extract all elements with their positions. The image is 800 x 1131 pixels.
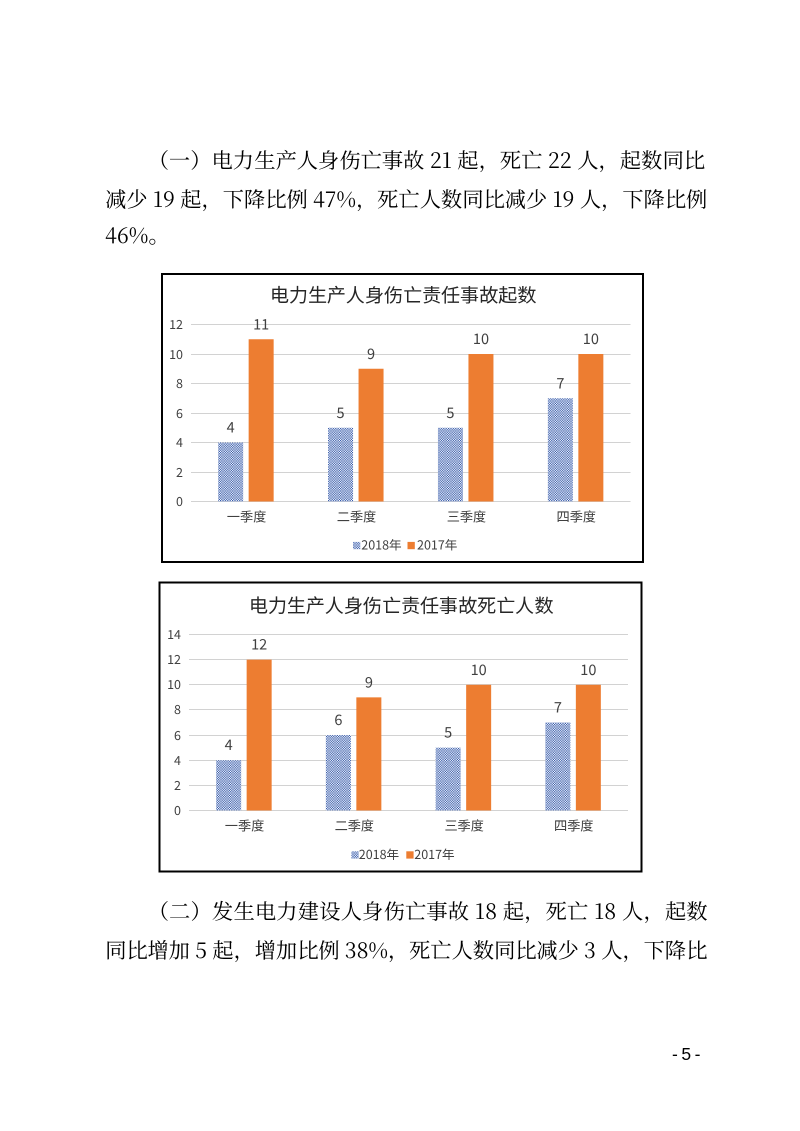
svg-text:一季度: 一季度: [225, 816, 265, 835]
svg-text:6: 6: [176, 403, 183, 422]
svg-text:2017年: 2017年: [417, 535, 458, 554]
svg-text:10: 10: [473, 328, 489, 349]
svg-text:12: 12: [169, 314, 183, 333]
svg-text:10: 10: [471, 659, 487, 680]
svg-text:四季度: 四季度: [554, 816, 594, 835]
svg-text:7: 7: [556, 372, 564, 393]
svg-text:6: 6: [334, 709, 342, 730]
svg-text:7: 7: [554, 697, 562, 718]
svg-text:4: 4: [225, 734, 233, 755]
svg-text:10: 10: [583, 328, 599, 349]
svg-text:5: 5: [337, 402, 345, 423]
svg-text:6: 6: [174, 725, 181, 744]
svg-text:5: 5: [444, 722, 452, 743]
svg-text:4: 4: [174, 750, 181, 769]
svg-text:三季度: 三季度: [444, 816, 484, 835]
svg-text:电力生产人身伤亡责任事故死亡人数: 电力生产人身伤亡责任事故死亡人数: [249, 592, 554, 619]
svg-text:9: 9: [367, 343, 375, 364]
svg-text:14: 14: [167, 624, 181, 643]
svg-text:12: 12: [251, 634, 267, 655]
svg-text:10: 10: [580, 659, 596, 680]
svg-text:5: 5: [446, 402, 454, 423]
svg-text:2: 2: [176, 462, 183, 481]
svg-text:12: 12: [167, 649, 181, 668]
svg-text:9: 9: [365, 671, 373, 692]
svg-text:2: 2: [174, 775, 181, 794]
svg-text:10: 10: [169, 344, 183, 363]
svg-text:4: 4: [227, 417, 235, 438]
svg-text:4: 4: [176, 432, 183, 451]
svg-text:三季度: 三季度: [447, 507, 487, 526]
svg-text:2018年: 2018年: [361, 535, 402, 554]
svg-text:四季度: 四季度: [557, 507, 597, 526]
svg-text:0: 0: [176, 491, 183, 510]
svg-text:电力生产人身伤亡责任事故起数: 电力生产人身伤亡责任事故起数: [270, 281, 536, 308]
svg-text:8: 8: [174, 699, 181, 718]
svg-text:8: 8: [176, 373, 183, 392]
svg-text:10: 10: [167, 674, 181, 693]
svg-text:11: 11: [253, 313, 269, 334]
svg-text:二季度: 二季度: [335, 816, 375, 835]
svg-text:2018年: 2018年: [359, 844, 400, 863]
svg-text:0: 0: [174, 800, 181, 819]
svg-text:一季度: 一季度: [227, 507, 267, 526]
svg-text:2017年: 2017年: [414, 844, 455, 863]
svg-text:二季度: 二季度: [337, 507, 377, 526]
